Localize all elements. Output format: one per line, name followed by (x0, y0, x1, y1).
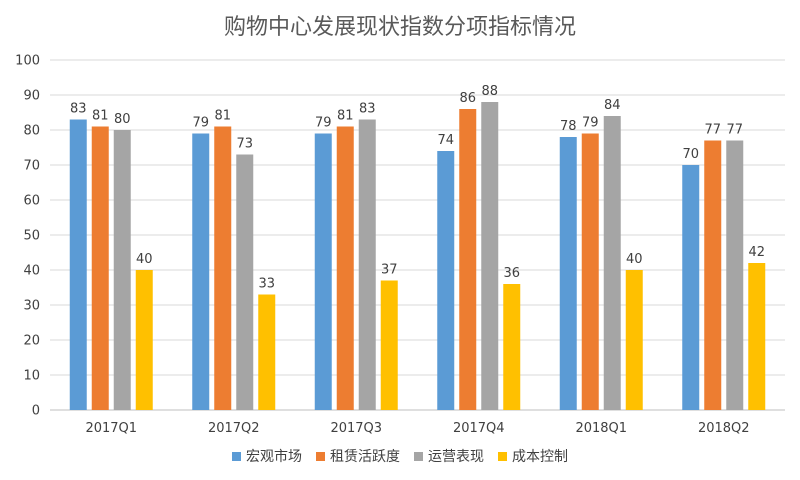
data-label: 73 (236, 137, 253, 152)
legend-item-成本控制: 成本控制 (498, 449, 568, 465)
y-tick-label: 30 (23, 299, 40, 314)
bar-2017Q2-租赁活跃度 (214, 126, 232, 410)
gridlines (50, 59, 785, 411)
data-label: 79 (315, 116, 332, 131)
x-tick-label: 2017Q4 (453, 421, 505, 436)
legend-swatch (232, 452, 241, 461)
data-label: 83 (359, 102, 376, 117)
bar-2018Q1-运营表现 (603, 116, 621, 410)
x-tick-label: 2017Q2 (208, 421, 260, 436)
data-label: 42 (748, 245, 765, 260)
data-label: 74 (437, 133, 454, 148)
bar-2017Q1-成本控制 (135, 270, 153, 410)
x-axis: 2017Q1 2017Q2 2017Q3 2017Q4 2018Q1 2018Q2 (85, 421, 749, 436)
data-label: 88 (481, 84, 498, 99)
bar-2017Q3-租赁活跃度 (336, 126, 354, 410)
data-label: 40 (136, 252, 153, 267)
x-tick-label: 2017Q3 (330, 421, 382, 436)
legend-item-宏观市场: 宏观市场 (232, 448, 302, 465)
legend-label: 租赁活跃度 (330, 449, 400, 465)
bar-2018Q2-运营表现 (726, 140, 744, 410)
legend-label: 成本控制 (512, 449, 568, 465)
chart-title: 购物中心发展现状指数分项指标情况 (224, 15, 576, 40)
y-tick-label: 50 (23, 229, 40, 244)
bar-2017Q4-运营表现 (481, 102, 499, 410)
bar-2018Q1-成本控制 (625, 270, 643, 410)
legend-swatch (498, 452, 507, 461)
legend: 宏观市场 租赁活跃度 运营表现 成本控制 (232, 448, 568, 465)
bar-2017Q2-成本控制 (258, 294, 276, 410)
data-label: 86 (459, 91, 476, 106)
bar-2017Q4-成本控制 (503, 284, 521, 410)
bar-2017Q4-租赁活跃度 (459, 109, 477, 410)
bar-2017Q1-宏观市场 (69, 119, 87, 410)
legend-label: 运营表现 (428, 449, 484, 465)
x-tick-label: 2018Q1 (575, 421, 627, 436)
bar-2017Q1-租赁活跃度 (91, 126, 109, 410)
data-label: 70 (682, 147, 699, 162)
bar-2018Q2-成本控制 (748, 263, 766, 410)
y-tick-label: 0 (32, 404, 40, 419)
data-label: 81 (214, 109, 231, 124)
bar-2017Q2-运营表现 (236, 154, 254, 410)
x-tick-label: 2018Q2 (698, 421, 750, 436)
bar-2018Q2-宏观市场 (682, 165, 700, 410)
bar-2017Q3-运营表现 (358, 119, 376, 410)
legend-item-运营表现: 运营表现 (414, 449, 484, 465)
y-tick-label: 60 (23, 194, 40, 209)
data-label: 37 (381, 263, 398, 278)
data-label: 81 (92, 109, 109, 124)
data-label: 77 (726, 123, 743, 138)
bars (69, 102, 766, 410)
data-label: 36 (503, 266, 520, 281)
y-tick-label: 40 (23, 264, 40, 279)
data-label: 83 (70, 102, 87, 117)
bar-2018Q2-租赁活跃度 (704, 140, 722, 410)
legend-swatch (316, 452, 325, 461)
x-tick-label: 2017Q1 (85, 421, 137, 436)
bar-2017Q3-成本控制 (380, 280, 398, 410)
bar-2017Q3-宏观市场 (314, 133, 332, 410)
bar-2018Q1-租赁活跃度 (581, 133, 599, 410)
data-label: 81 (337, 109, 354, 124)
y-tick-label: 100 (15, 54, 40, 69)
y-tick-label: 80 (23, 124, 40, 139)
y-tick-label: 20 (23, 334, 40, 349)
y-tick-label: 10 (23, 369, 40, 384)
bar-2017Q4-宏观市场 (437, 151, 455, 410)
data-label: 80 (114, 112, 131, 127)
bar-2018Q1-宏观市场 (559, 137, 577, 410)
y-axis: 0 10 20 30 40 50 60 70 80 90 100 (15, 54, 40, 419)
data-label: 33 (258, 277, 275, 292)
data-label: 79 (582, 116, 599, 131)
bar-2017Q2-宏观市场 (192, 133, 210, 410)
bar-2017Q1-运营表现 (113, 130, 131, 410)
legend-item-租赁活跃度: 租赁活跃度 (316, 449, 400, 465)
y-tick-label: 90 (23, 89, 40, 104)
data-label: 84 (604, 98, 621, 113)
data-label: 77 (704, 123, 721, 138)
data-label: 40 (626, 252, 643, 267)
legend-swatch (414, 452, 423, 461)
data-label: 78 (560, 119, 577, 134)
data-labels: 83 81 80 40 79 81 73 33 79 81 83 37 74 86 88 36 78 79 84 40… (70, 84, 765, 292)
data-label: 79 (192, 116, 209, 131)
y-tick-label: 70 (23, 159, 40, 174)
legend-label: 宏观市场 (246, 448, 302, 465)
